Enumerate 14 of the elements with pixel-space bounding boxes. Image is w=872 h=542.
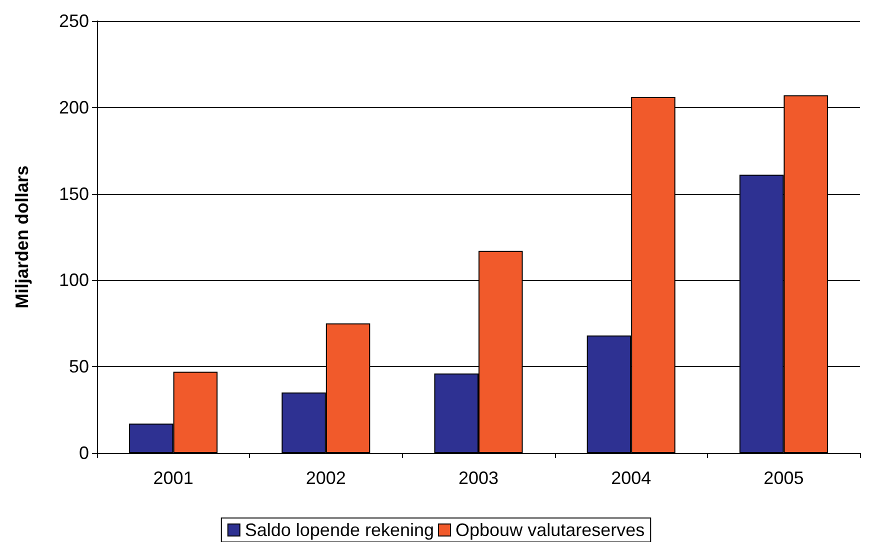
legend-label: Saldo lopende rekening	[244, 520, 434, 540]
legend-label: Opbouw valutareserves	[456, 520, 645, 540]
x-tick-label: 2001	[153, 468, 194, 488]
y-tick-label: 100	[58, 270, 89, 290]
y-axis-title: Miljarden dollars	[12, 165, 32, 309]
y-tick-label: 250	[58, 11, 89, 31]
x-tick-label: 2005	[764, 468, 804, 488]
y-tick-label: 0	[78, 443, 89, 463]
x-tick-label: 2002	[306, 468, 346, 488]
y-tick-label: 150	[58, 184, 89, 204]
y-tick-label: 50	[68, 356, 89, 377]
x-tick-label: 2004	[611, 468, 652, 488]
x-tick-label: 2003	[458, 468, 499, 488]
y-tick-label: 200	[58, 97, 89, 118]
